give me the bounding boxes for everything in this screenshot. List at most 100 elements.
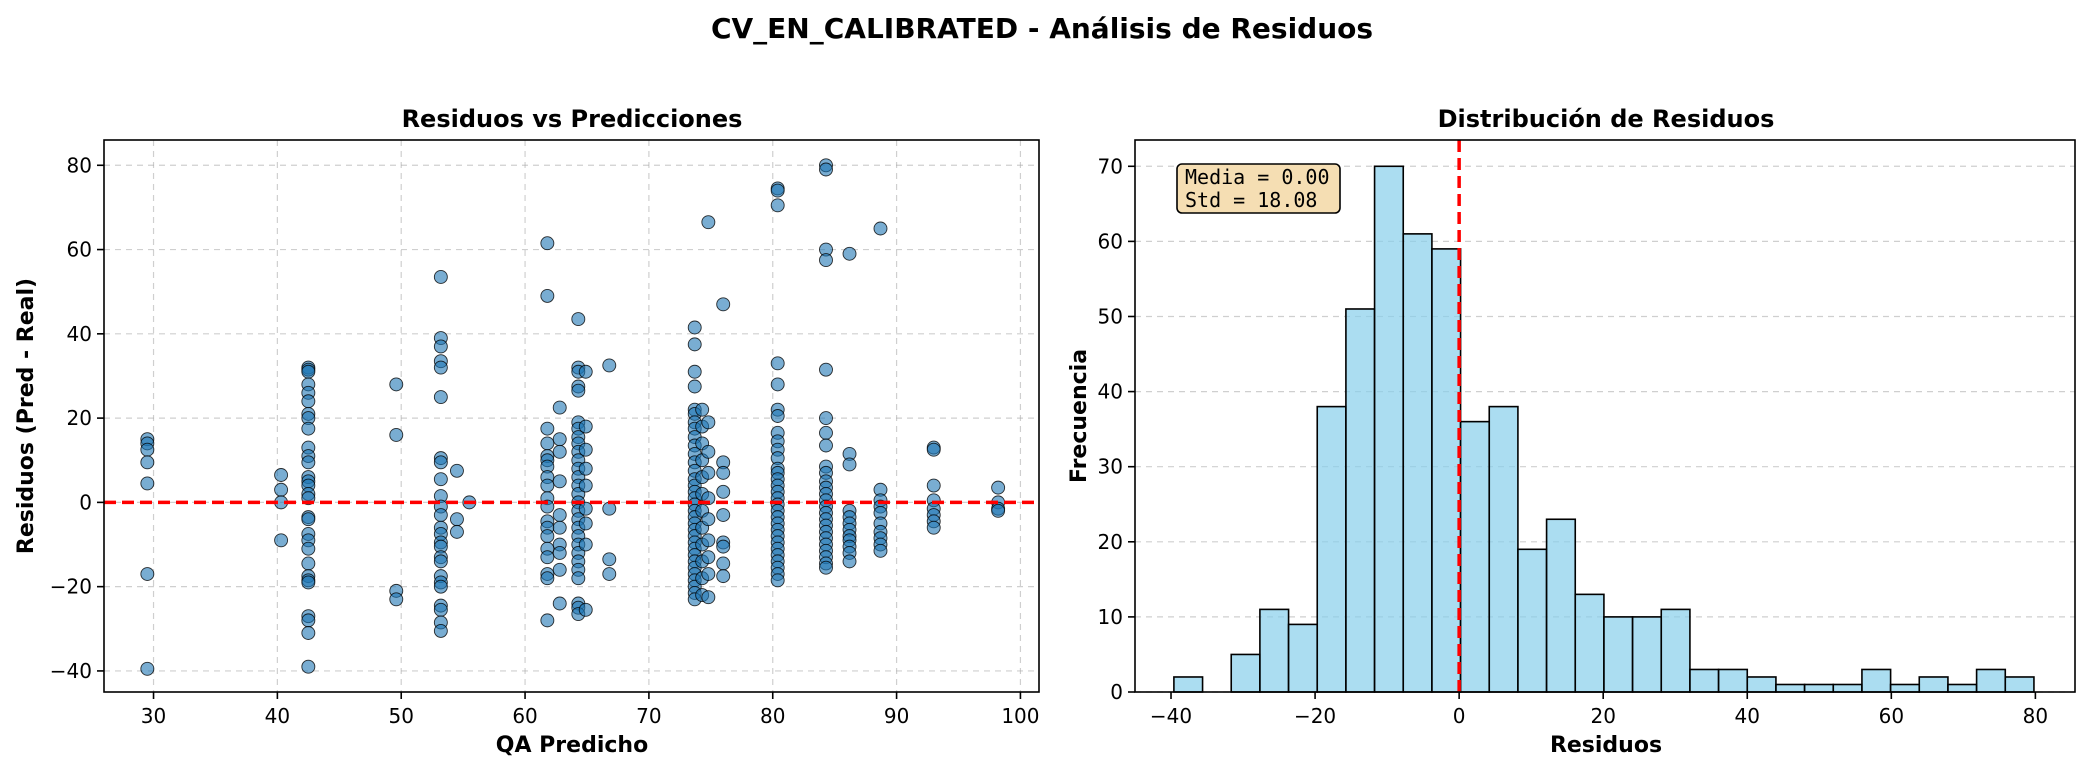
scatter-point [819,162,833,177]
scatter-point [842,457,857,472]
scatter-x-tick-label: 60 [512,704,537,728]
scatter-point [571,383,586,398]
histogram-bar [1746,676,1777,693]
scatter-point [540,571,555,586]
scatter-point [552,520,567,535]
histogram-bar [1459,420,1491,693]
scatter-point [926,520,941,535]
scatter-x-tick-label: 100 [1001,704,1039,728]
scatter-point [433,455,448,470]
scatter-point [770,377,785,392]
scatter-point [578,537,593,552]
histogram-x-tick-label: 0 [1453,704,1466,728]
scatter-point [301,659,316,674]
histogram-x-tick-label: 60 [1879,704,1904,728]
scatter-x-label: QA Predicho [496,733,648,758]
scatter-point [701,444,716,459]
scatter-point [819,425,833,440]
histogram-y-tick-label: 50 [1098,304,1123,328]
histogram-bar [1488,405,1519,693]
histogram-axes-frame [1134,139,2076,693]
scatter-point [701,415,716,430]
scatter-point [770,356,785,371]
scatter-point [571,571,586,586]
scatter-point [701,215,716,230]
scatter-point [552,474,567,489]
scatter-point [578,442,593,457]
scatter-point [701,465,716,480]
histogram-x-ticks: −40 −20 0 20 40 60 80 [1150,692,2048,728]
scatter-point [701,567,716,581]
scatter-point [716,539,731,554]
scatter-point [433,579,448,594]
scatter-point [578,461,593,476]
scatter-x-tick-label: 50 [388,704,413,728]
scatter-point [602,501,617,516]
scatter-point [540,288,555,303]
scatter-point [274,482,289,497]
scatter-x-tick-label: 70 [636,704,661,728]
histogram-bar [1947,683,1978,693]
scatter-point [926,478,941,493]
histogram-y-ticks: 0 10 20 30 40 50 60 70 [1098,154,1135,704]
scatter-point [540,550,555,565]
scatter-point [552,400,567,415]
scatter-point [701,533,716,548]
scatter-point [301,394,316,409]
histogram-y-tick-label: 0 [1110,680,1123,704]
scatter-point [687,364,702,379]
scatter-point [578,419,593,434]
histogram-x-tick-label: 80 [2023,704,2048,728]
scatter-axes-frame [103,139,1040,693]
histogram-x-tick-label: 40 [1735,704,1760,728]
scatter-point [819,362,833,377]
scatter-point [819,253,833,268]
scatter-y-ticks: −40 −20 0 20 40 60 80 [50,153,104,683]
scatter-point [716,569,731,584]
histogram-bars [1173,165,2035,693]
scatter-x-ticks: 30 40 50 60 70 80 90 100 [141,692,1040,728]
histogram-bar [1431,248,1462,693]
scatter-y-tick-label: 20 [67,406,92,430]
histogram-y-tick-label: 10 [1098,605,1123,629]
histogram-y-tick-label: 40 [1098,380,1123,404]
histogram-x-tick-label: −40 [1150,704,1192,728]
histogram-bar [1316,405,1347,693]
histogram-x-tick-label: −20 [1294,704,1336,728]
scatter-point [552,432,567,447]
scatter-point [770,573,785,588]
scatter-point [578,602,593,617]
histogram-bar [1861,668,1892,693]
scatter-points [140,158,1006,676]
scatter-point [842,246,857,261]
histogram-y-label: Frecuencia [1067,349,1092,483]
histogram-bar [1803,683,1835,693]
scatter-point [540,421,555,436]
scatter-point [449,463,464,478]
histogram-bar [1173,676,1204,693]
histogram-bar [2004,676,2035,693]
scatter-point [433,390,448,404]
histogram-bar [1660,608,1691,693]
scatter-y-tick-label: −40 [50,659,92,683]
histogram-y-tick-label: 30 [1098,455,1123,479]
scatter-point [571,312,586,327]
histogram-y-tick-label: 70 [1098,154,1123,178]
histogram-bar [1832,683,1863,693]
scatter-point [274,468,289,482]
scatter-point [433,472,448,487]
scatter-y-label: Residuos (Pred - Real) [14,278,39,554]
scatter-point [449,512,464,527]
scatter-point [140,476,155,491]
scatter-point [540,613,555,628]
scatter-point [433,508,448,522]
scatter-point [140,661,155,676]
scatter-point [873,543,888,558]
histogram-bar [1717,668,1749,693]
histogram-bar [1373,165,1405,693]
histogram-bar [1259,608,1290,693]
scatter-x-tick-label: 80 [760,704,785,728]
scatter-point [552,444,567,459]
scatter-point [687,379,702,394]
scatter-point [602,567,617,581]
